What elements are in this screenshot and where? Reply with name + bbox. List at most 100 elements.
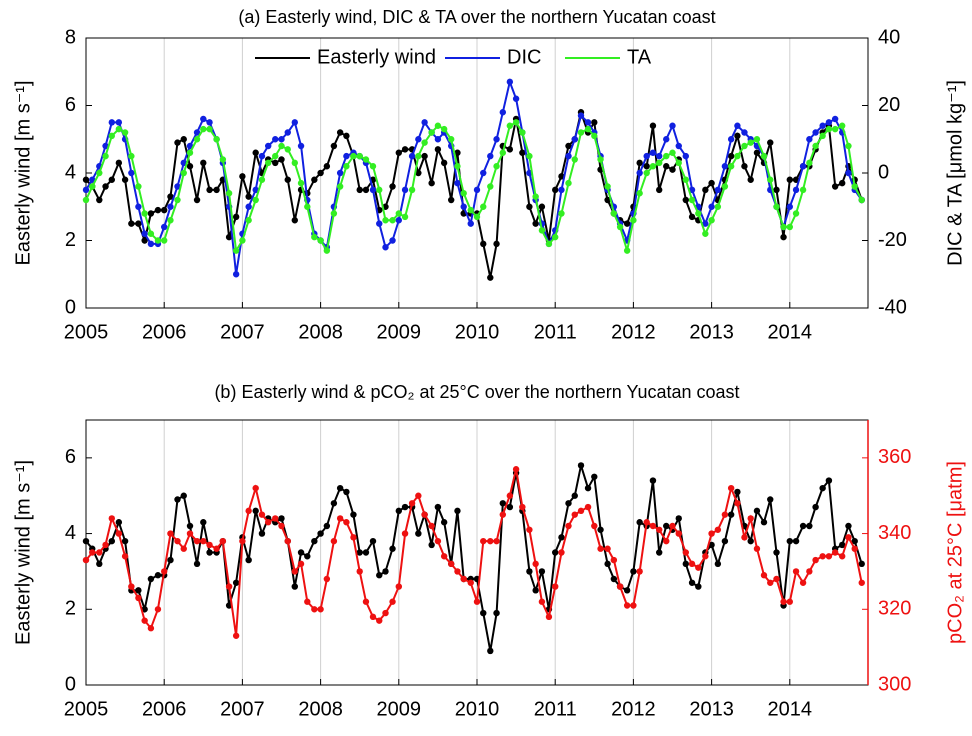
data-point: [206, 541, 213, 549]
data-point: [467, 220, 474, 227]
y2-tick-label: 340: [878, 522, 911, 544]
data-point: [799, 522, 807, 530]
data-point: [493, 163, 500, 170]
data-point: [415, 169, 422, 177]
data-point: [180, 159, 187, 167]
y2-tick-label: 20: [878, 94, 900, 116]
data-point: [401, 186, 409, 194]
data-point: [115, 159, 123, 167]
data-point: [415, 136, 422, 143]
data-point: [623, 587, 631, 594]
data-point: [102, 152, 109, 160]
data-point: [597, 156, 604, 163]
data-point: [552, 549, 559, 556]
data-point: [616, 583, 624, 590]
data-point: [773, 549, 780, 556]
data-point: [727, 163, 735, 170]
data-point: [780, 223, 787, 231]
data-point: [838, 553, 846, 560]
data-point: [382, 244, 389, 251]
data-point: [460, 575, 467, 583]
data-point: [141, 606, 148, 613]
data-point: [200, 115, 207, 123]
data-point: [434, 503, 442, 511]
data-point: [487, 647, 494, 655]
data-point: [753, 149, 761, 156]
y2-tick-label: -40: [878, 296, 907, 318]
data-point: [741, 163, 748, 170]
data-point: [532, 587, 539, 594]
data-point: [792, 210, 800, 217]
data-point: [336, 183, 344, 190]
y2-tick-label: 320: [878, 598, 911, 620]
data-point: [89, 183, 96, 190]
data-point: [200, 125, 207, 133]
data-point: [389, 598, 396, 605]
data-point: [831, 125, 839, 133]
data-point: [135, 594, 142, 602]
data-point: [350, 152, 357, 160]
data-point: [108, 132, 116, 140]
data-point: [792, 186, 800, 194]
data-point: [121, 553, 129, 560]
data-point: [721, 183, 729, 190]
data-point: [519, 129, 526, 136]
data-point: [174, 496, 181, 503]
data-point: [135, 183, 142, 190]
data-point: [200, 519, 207, 526]
data-point: [284, 146, 291, 153]
data-point: [577, 462, 585, 469]
data-point: [545, 613, 553, 621]
data-point: [506, 503, 514, 511]
data-point: [291, 217, 298, 224]
data-point: [682, 549, 689, 556]
x-tick-label: 2007: [220, 698, 265, 720]
data-point: [565, 500, 572, 507]
data-point: [819, 122, 826, 129]
data-point: [636, 190, 643, 197]
data-point: [473, 186, 481, 194]
data-point: [519, 503, 526, 511]
data-point: [245, 203, 252, 210]
data-point: [193, 537, 201, 545]
data-point: [252, 196, 259, 204]
data-point: [688, 196, 696, 204]
data-point: [695, 564, 702, 571]
data-point: [225, 190, 233, 197]
data-point: [649, 163, 657, 170]
data-point: [741, 129, 748, 136]
data-point: [467, 206, 474, 214]
data-point: [141, 237, 148, 244]
data-point: [675, 515, 682, 522]
data-point: [317, 169, 324, 177]
data-point: [493, 537, 500, 545]
data-point: [395, 217, 402, 224]
data-point: [493, 609, 500, 617]
data-point: [526, 203, 533, 210]
data-point: [167, 556, 174, 564]
data-point: [780, 233, 787, 241]
data-point: [636, 169, 643, 177]
data-point: [591, 132, 598, 140]
data-point: [382, 609, 389, 617]
data-point: [845, 142, 852, 150]
data-point: [825, 553, 833, 560]
data-point: [102, 541, 109, 549]
data-point: [643, 169, 650, 177]
data-point: [460, 190, 467, 197]
data-point: [565, 522, 572, 530]
data-point: [623, 220, 631, 227]
data-point: [245, 507, 252, 515]
y2-axis-label: pCO₂ at 25°C [μatm]: [944, 461, 966, 644]
data-point: [656, 152, 663, 160]
data-point: [141, 617, 148, 624]
data-point: [506, 122, 514, 129]
data-point: [753, 507, 761, 515]
data-point: [493, 240, 500, 248]
data-point: [245, 217, 252, 224]
data-point: [82, 196, 90, 204]
data-point: [252, 149, 259, 156]
data-point: [121, 176, 129, 183]
data-point: [526, 568, 533, 575]
data-point: [845, 522, 852, 530]
